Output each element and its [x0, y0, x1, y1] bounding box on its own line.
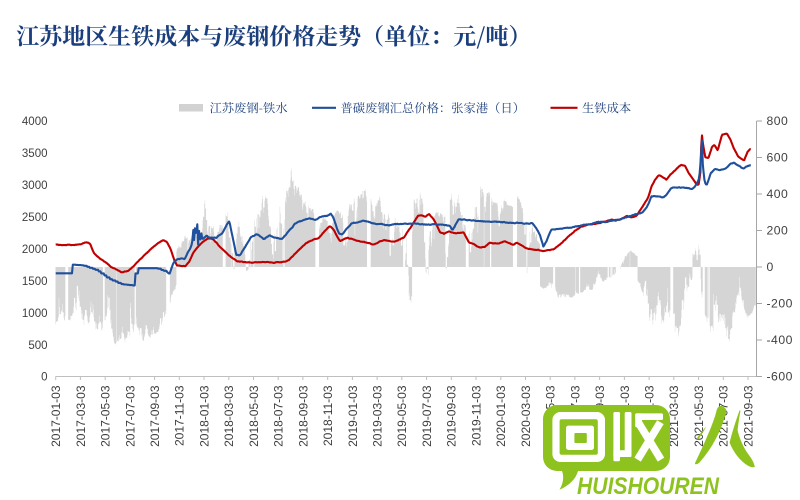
- svg-text:2017-01-03: 2017-01-03: [49, 385, 63, 447]
- svg-text:-400: -400: [767, 333, 793, 347]
- svg-text:2019-11-03: 2019-11-03: [469, 385, 483, 446]
- svg-text:2018-05-03: 2018-05-03: [247, 385, 261, 447]
- svg-text:2017-09-03: 2017-09-03: [148, 385, 162, 447]
- svg-text:500: 500: [28, 340, 47, 352]
- svg-text:2020-01-03: 2020-01-03: [494, 385, 508, 447]
- svg-text:0: 0: [767, 260, 774, 274]
- svg-text:2018-01-03: 2018-01-03: [197, 385, 211, 447]
- svg-text:2000: 2000: [22, 244, 48, 256]
- svg-text:1500: 1500: [22, 276, 48, 288]
- svg-text:2019-01-03: 2019-01-03: [346, 385, 360, 447]
- svg-text:-200: -200: [767, 297, 793, 311]
- svg-text:2021-09-03: 2021-09-03: [741, 385, 755, 447]
- svg-text:2017-11-03: 2017-11-03: [173, 385, 187, 446]
- svg-text:2018-07-03: 2018-07-03: [272, 385, 286, 447]
- svg-text:2500: 2500: [22, 212, 48, 224]
- svg-text:2018-03-03: 2018-03-03: [222, 385, 236, 447]
- svg-text:2019-07-03: 2019-07-03: [420, 385, 434, 447]
- svg-text:200: 200: [767, 224, 789, 238]
- svg-text:2018-09-03: 2018-09-03: [296, 385, 310, 447]
- svg-text:2021-03-03: 2021-03-03: [667, 385, 681, 447]
- svg-text:1000: 1000: [22, 308, 48, 320]
- svg-text:2018-11-03: 2018-11-03: [321, 385, 335, 446]
- svg-text:2020-03-03: 2020-03-03: [519, 385, 533, 447]
- svg-text:4000: 4000: [22, 116, 48, 128]
- svg-text:2017-07-03: 2017-07-03: [123, 385, 137, 447]
- svg-text:0: 0: [41, 372, 47, 384]
- svg-text:2019-09-03: 2019-09-03: [445, 385, 459, 447]
- svg-text:2019-03-03: 2019-03-03: [371, 385, 385, 447]
- svg-text:HUISHOUREN: HUISHOUREN: [577, 473, 720, 500]
- svg-text:2017-05-03: 2017-05-03: [99, 385, 113, 447]
- svg-text:3500: 3500: [22, 148, 48, 160]
- svg-text:-600: -600: [767, 370, 793, 384]
- svg-text:2017-03-03: 2017-03-03: [74, 385, 88, 447]
- svg-text:2019-05-03: 2019-05-03: [395, 385, 409, 447]
- svg-text:3000: 3000: [22, 180, 48, 192]
- svg-text:600: 600: [767, 151, 789, 165]
- svg-text:800: 800: [767, 114, 789, 128]
- svg-text:400: 400: [767, 187, 789, 201]
